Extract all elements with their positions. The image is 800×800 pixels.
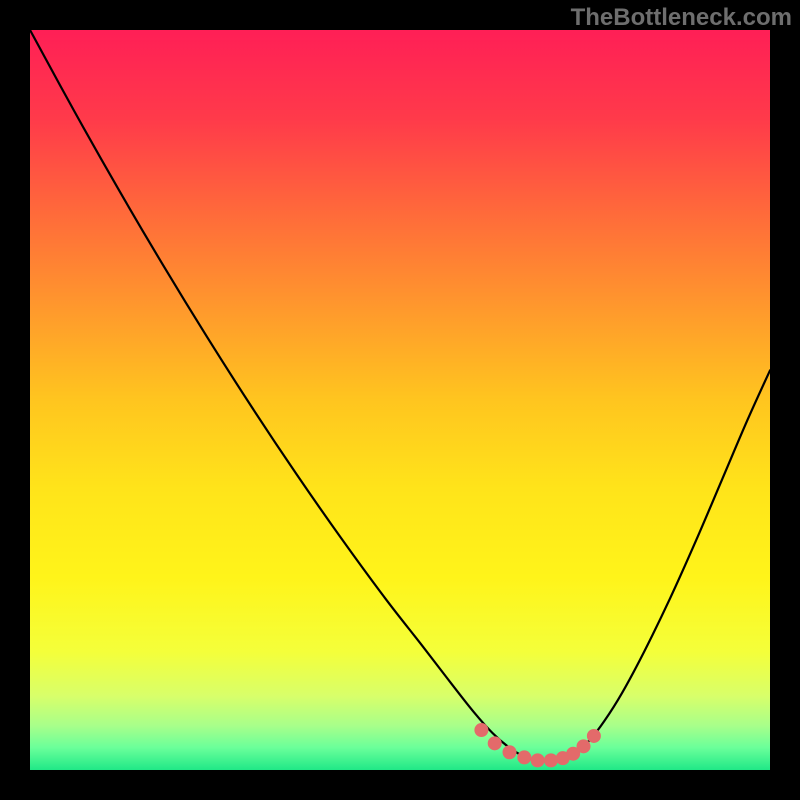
marker-point xyxy=(503,746,516,759)
marker-point xyxy=(475,724,488,737)
watermark-attribution: TheBottleneck.com xyxy=(571,4,792,32)
plot-area xyxy=(30,30,770,770)
gradient-background xyxy=(30,30,770,770)
marker-point xyxy=(544,754,557,767)
marker-point xyxy=(518,751,531,764)
marker-point xyxy=(488,737,501,750)
chart-canvas: TheBottleneck.com xyxy=(0,0,800,800)
chart-svg xyxy=(30,30,770,770)
marker-point xyxy=(587,729,600,742)
marker-point xyxy=(577,740,590,753)
marker-point xyxy=(531,754,544,767)
